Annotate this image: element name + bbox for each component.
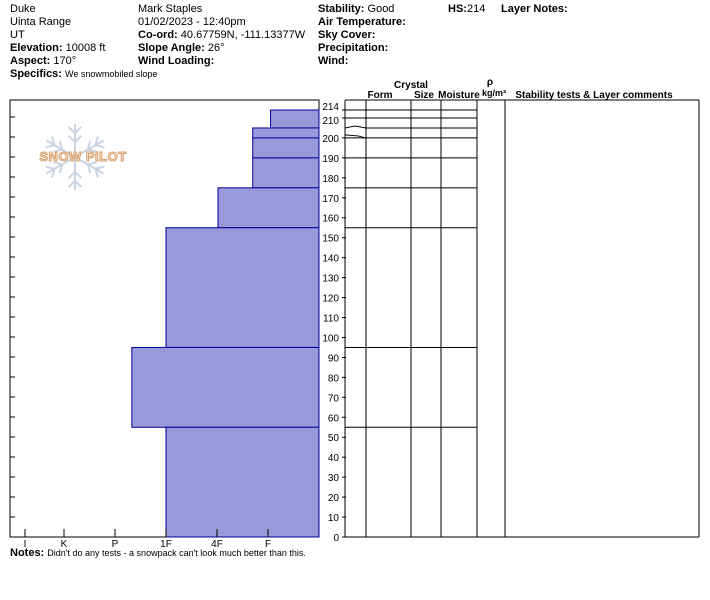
y-tick-label-120: 120 xyxy=(322,294,339,305)
hardness-bar-7 xyxy=(165,426,320,538)
x-tick-label-4F: 4F xyxy=(211,539,223,550)
sky-field: Sky Cover: xyxy=(318,29,375,42)
wind-label: Wind: xyxy=(318,55,349,67)
precip-label: Precipitation: xyxy=(318,42,389,54)
x-tick-label-1F: 1F xyxy=(160,539,172,550)
col-stability-comments: Stability tests & Layer comments xyxy=(515,90,673,101)
notes-label: Notes: xyxy=(10,547,45,559)
y-tick-label-150: 150 xyxy=(322,234,339,245)
y-tick-label-170: 170 xyxy=(322,194,339,205)
aspect-value: 170° xyxy=(53,55,77,67)
col-form: Form xyxy=(368,90,393,101)
y-tick-label-70: 70 xyxy=(328,393,340,404)
wind-loading-label: Wind Loading: xyxy=(138,55,215,67)
layer-connector-205 xyxy=(344,125,367,129)
snow-pilot-logo: SNOW PILOT xyxy=(39,149,126,164)
hs-value: 214 xyxy=(466,3,486,15)
hardness-bar-1 xyxy=(252,127,320,139)
stability-field: Stability: Good xyxy=(318,3,394,16)
wind-field: Wind: xyxy=(318,55,348,68)
y-tick-label-110: 110 xyxy=(323,314,339,325)
specifics-value: We snowmobiled slope xyxy=(65,69,158,79)
col-density-unit: kg/m³ xyxy=(482,88,506,98)
col-moisture: Moisture xyxy=(438,90,480,101)
hardness-bar-2 xyxy=(252,137,320,159)
notes-field: Notes: Didn't do any tests - a snowpack … xyxy=(10,547,306,560)
left-tick-marks xyxy=(10,116,15,538)
state: UT xyxy=(10,29,25,41)
notes-text: Didn't do any tests - a snowpack can't l… xyxy=(47,548,306,558)
elevation-label: Elevation: xyxy=(10,42,63,54)
coord-value: 40.67759N, -111.13377W xyxy=(180,29,306,41)
aspect-field: Aspect: 170° xyxy=(10,55,76,68)
hardness-bars xyxy=(131,109,320,538)
y-tick-label-140: 140 xyxy=(322,254,339,265)
col-size: Size xyxy=(414,90,434,101)
stability-value: Good xyxy=(367,3,395,15)
aspect-label: Aspect: xyxy=(10,55,51,67)
snowflake-icon xyxy=(45,124,105,190)
hardness-axis: I K P 1F 4F F xyxy=(24,529,271,550)
coord-label: Co-ord: xyxy=(138,29,178,41)
x-tick-label-F: F xyxy=(265,539,271,550)
hardness-bar-5 xyxy=(165,227,320,348)
sky-label: Sky Cover: xyxy=(318,29,376,41)
range: Uinta Range xyxy=(10,16,72,28)
layer-table xyxy=(344,99,700,538)
y-tick-label-50: 50 xyxy=(328,433,340,444)
precip-field: Precipitation: xyxy=(318,42,388,55)
hardness-bar-0 xyxy=(270,109,320,129)
slope-field: Slope Angle: 26° xyxy=(138,42,225,55)
y-tick-label-214: 214 xyxy=(322,102,339,113)
y-tick-label-130: 130 xyxy=(322,274,339,285)
x-tick-label-K: K xyxy=(61,539,68,550)
y-tick-label-190: 190 xyxy=(322,154,339,165)
location: Duke xyxy=(10,3,36,15)
hardness-bar-4 xyxy=(217,187,320,229)
y-tick-label-100: 100 xyxy=(322,333,339,344)
stability-label: Stability: xyxy=(318,3,365,15)
y-tick-label-0: 0 xyxy=(333,533,339,544)
air-temp-label: Air Temperature: xyxy=(318,16,406,28)
specifics-label: Specifics: xyxy=(10,68,62,80)
y-tick-label-10: 10 xyxy=(328,513,340,524)
hardness-bar-6 xyxy=(131,346,320,428)
col-crystal: Crystal xyxy=(394,80,428,91)
y-tick-label-30: 30 xyxy=(328,473,340,484)
slope-label: Slope Angle: xyxy=(138,42,205,54)
hs-label: HS: xyxy=(448,3,467,15)
col-rho: ρ xyxy=(487,77,493,88)
y-tick-label-20: 20 xyxy=(328,493,340,504)
air-temp-field: Air Temperature: xyxy=(318,16,406,29)
y-tick-label-160: 160 xyxy=(322,214,339,225)
wind-loading-field: Wind Loading: xyxy=(138,55,214,68)
y-tick-label-210: 210 xyxy=(322,116,339,127)
y-tick-label-40: 40 xyxy=(328,453,340,464)
x-tick-label-I: I xyxy=(24,539,27,550)
depth-axis: 0 10 20 30 40 50 60 70 80 90 100 110 120 130 140 150 160… xyxy=(322,102,346,544)
y-tick-label-90: 90 xyxy=(328,353,340,364)
datetime: 01/02/2023 - 12:40pm xyxy=(138,16,246,28)
slope-value: 26° xyxy=(207,42,225,54)
elevation-field: Elevation: 10008 ft xyxy=(10,42,105,55)
observer: Mark Staples xyxy=(138,3,203,15)
y-tick-label-180: 180 xyxy=(322,174,339,185)
layer-notes-label: Layer Notes: xyxy=(501,3,568,15)
x-tick-label-P: P xyxy=(112,539,119,550)
elevation-value: 10008 ft xyxy=(65,42,106,54)
y-tick-label-80: 80 xyxy=(328,373,340,384)
hs-field: HS:214 xyxy=(448,3,485,16)
y-tick-label-200: 200 xyxy=(322,134,339,145)
layer-boundaries xyxy=(344,109,477,428)
layer-connector-200 xyxy=(344,134,367,139)
y-tick-label-60: 60 xyxy=(328,413,340,424)
coord-field: Co-ord: 40.67759N, -111.13377W xyxy=(138,29,305,42)
specifics-field: Specifics: We snowmobiled slope xyxy=(10,68,157,81)
hardness-bar-3 xyxy=(252,157,320,189)
